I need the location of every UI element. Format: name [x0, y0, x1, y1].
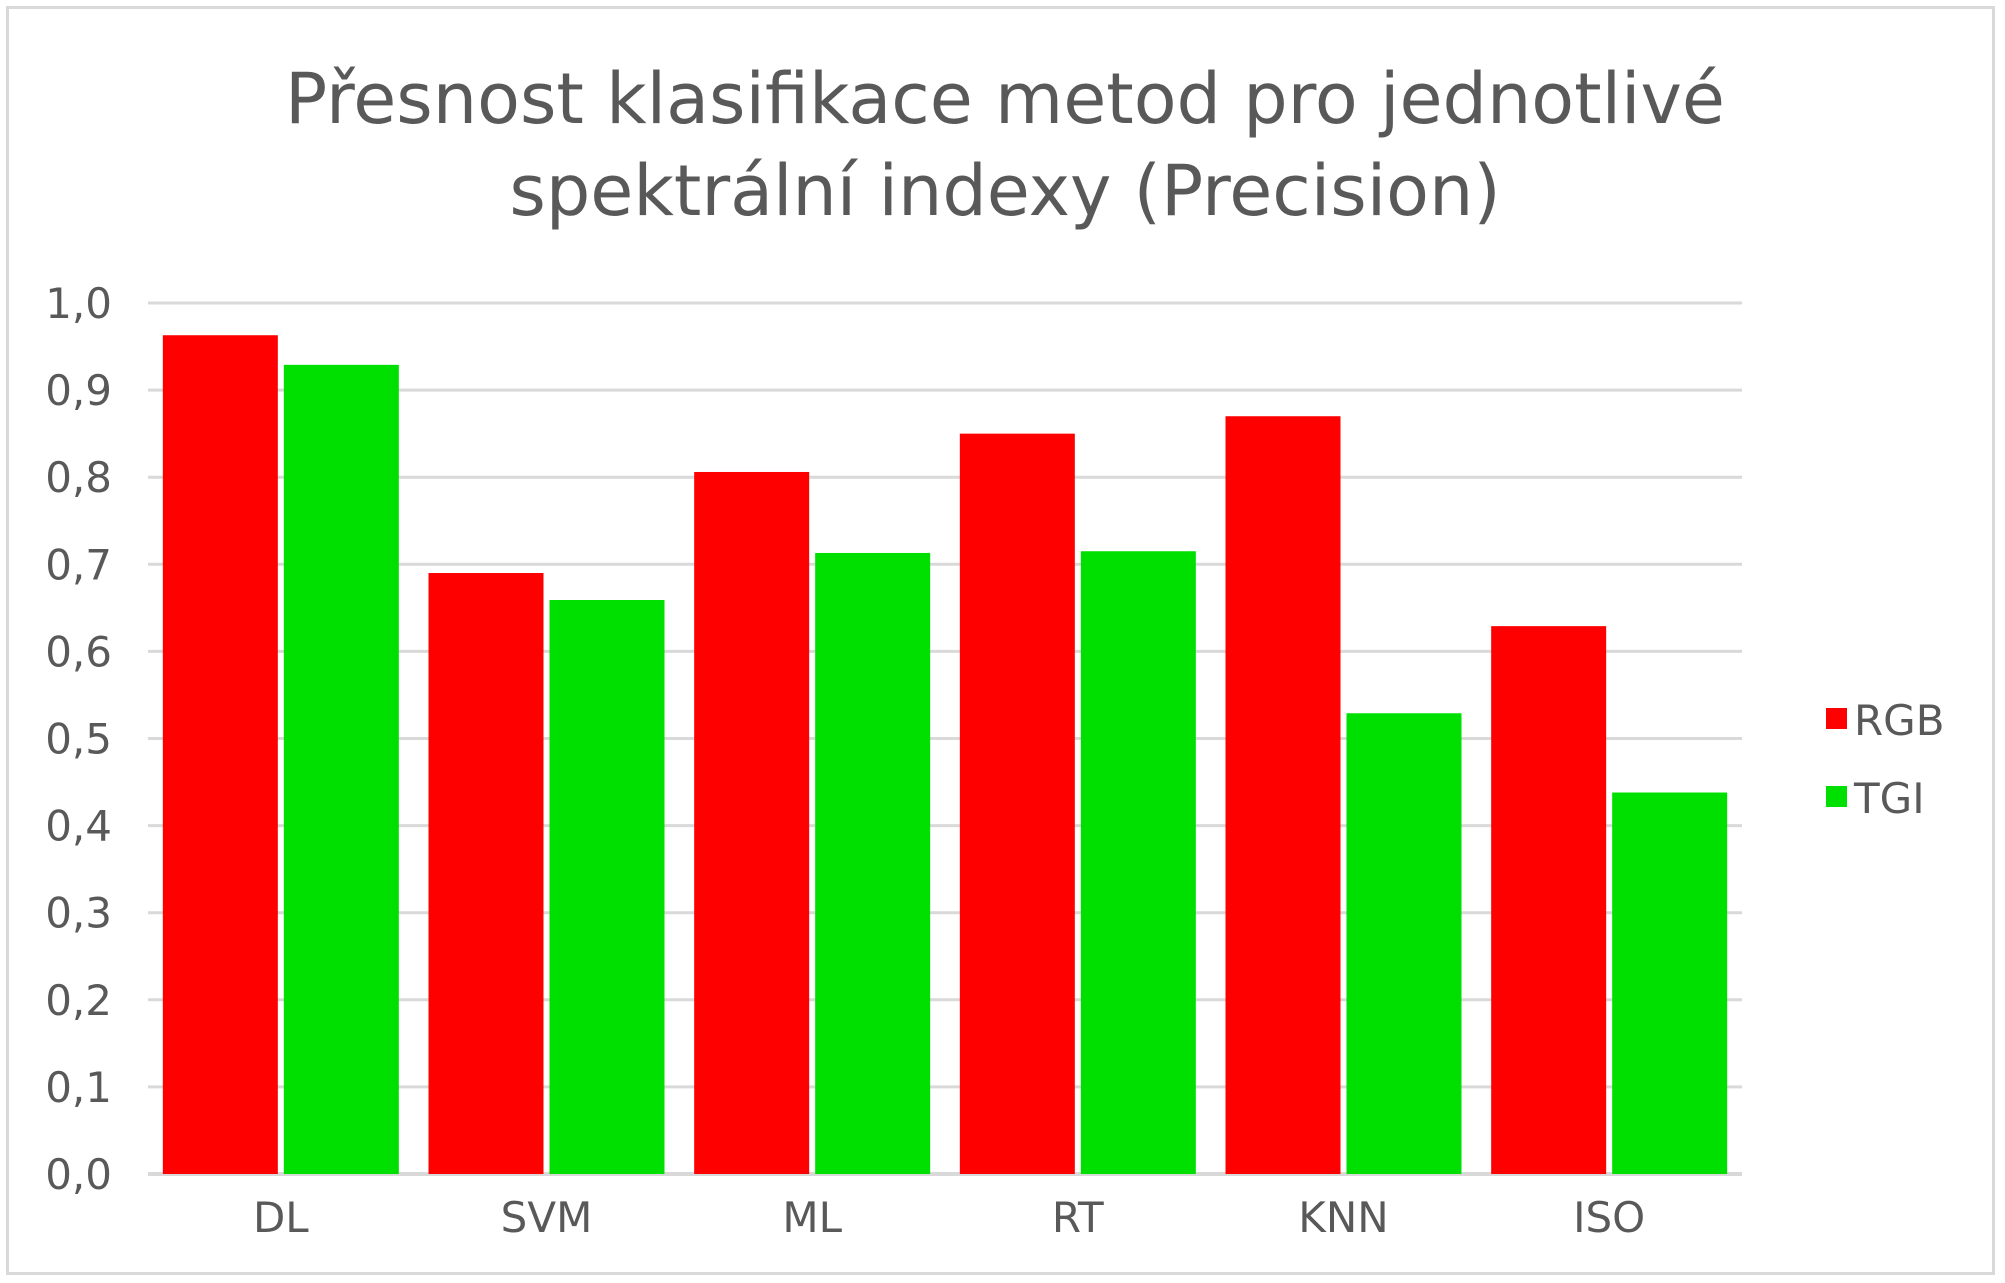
legend-label-rgb: RGB — [1854, 696, 1945, 745]
y-tick-label: 0,1 — [45, 1063, 112, 1112]
gridlines — [148, 301, 1742, 1176]
legend: RGB TGI — [1826, 696, 1945, 823]
legend-label-tgi: TGI — [1853, 774, 1925, 823]
bar-tgi-ml — [815, 552, 931, 1174]
y-tick-label: 0,8 — [45, 453, 112, 502]
y-axis-ticks: 0,0 0,1 0,2 0,3 0,4 0,5 0,6 0,7 0,8 0,9 1,0 — [45, 279, 112, 1199]
y-tick-label: 0,2 — [45, 976, 112, 1025]
bar-rgb-svm — [428, 573, 544, 1174]
bar-tgi-knn — [1346, 713, 1462, 1174]
bar-rgb-knn — [1225, 416, 1341, 1175]
x-tick-label: ISO — [1573, 1193, 1645, 1242]
bar-rgb-iso — [1491, 626, 1607, 1174]
x-tick-label: SVM — [501, 1193, 593, 1242]
y-tick-label: 0,5 — [45, 715, 112, 764]
y-tick-label: 0,9 — [45, 366, 112, 415]
y-tick-label: 0,3 — [45, 889, 112, 938]
x-axis-ticks: DL SVM ML RT KNN ISO — [253, 1193, 1645, 1242]
x-tick-label: RT — [1052, 1193, 1104, 1242]
chart-title-line-1: Přesnost klasifikace metod pro jednotliv… — [285, 58, 1725, 140]
bar-tgi-dl — [283, 364, 399, 1174]
y-tick-label: 1,0 — [45, 279, 112, 328]
chart-title-line-2: spektrální indexy (Precision) — [509, 150, 1500, 232]
bar-rgb-dl — [162, 335, 278, 1174]
bar-rgb-ml — [694, 471, 810, 1174]
x-tick-label: DL — [253, 1193, 309, 1242]
y-tick-label: 0,0 — [45, 1150, 112, 1199]
legend-swatch-tgi — [1826, 786, 1847, 807]
y-tick-label: 0,4 — [45, 802, 112, 851]
x-tick-label: KNN — [1298, 1193, 1388, 1242]
bar-rgb-rt — [959, 433, 1075, 1174]
x-tick-label: ML — [782, 1193, 842, 1242]
bar-tgi-rt — [1080, 551, 1196, 1174]
bar-tgi-iso — [1612, 792, 1728, 1174]
legend-swatch-rgb — [1826, 708, 1847, 729]
y-tick-label: 0,7 — [45, 540, 112, 589]
bars — [162, 335, 1728, 1175]
bar-tgi-svm — [549, 600, 665, 1174]
y-tick-label: 0,6 — [45, 627, 112, 676]
